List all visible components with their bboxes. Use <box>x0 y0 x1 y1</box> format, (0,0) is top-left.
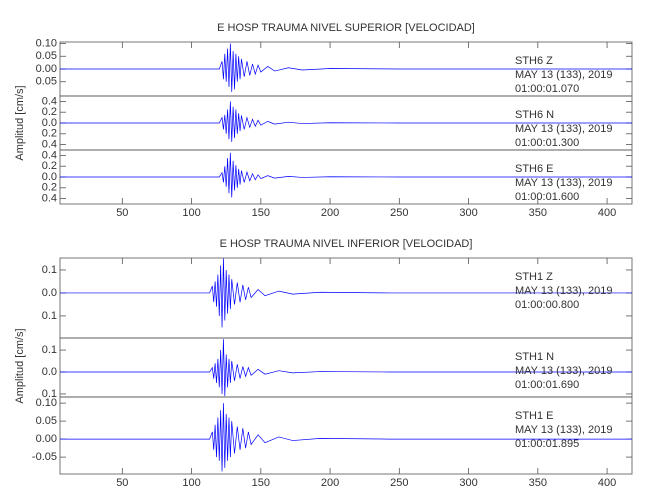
x-tick-label: 100 <box>182 477 200 489</box>
station-label: STH1 N <box>515 351 554 363</box>
waveform <box>60 403 632 472</box>
station-label: STH1 Z <box>515 271 553 283</box>
x-tick-label: 250 <box>390 477 408 489</box>
waveform <box>60 43 632 92</box>
y-tick-label: 0.4 <box>42 193 57 205</box>
y-tick-label: 0.4 <box>42 149 57 161</box>
y-axis-label: Amplitud [cm/s] <box>14 85 26 160</box>
x-tick-label: 150 <box>252 207 270 219</box>
x-tick-label: 400 <box>598 477 616 489</box>
y-tick-label: 0.2 <box>42 182 57 194</box>
y-tick-label: -0.05 <box>32 451 57 463</box>
x-tick-label: 50 <box>116 477 128 489</box>
x-tick-label: 50 <box>116 207 128 219</box>
y-tick-label: 0.1 <box>42 264 57 276</box>
y-tick-label: 0.10 <box>36 397 57 409</box>
y-tick-label: 0.2 <box>42 128 57 140</box>
station-label: STH6 N <box>515 109 554 121</box>
x-tick-label: 250 <box>390 207 408 219</box>
x-tick-label: 200 <box>321 207 339 219</box>
x-tick-label: 200 <box>321 477 339 489</box>
y-tick-label: 0.00 <box>36 433 57 445</box>
station-label: 01:00:01.690 <box>515 379 579 391</box>
station-label: MAY 13 (133), 2019 <box>515 123 612 135</box>
station-label: MAY 13 (133), 2019 <box>515 69 612 81</box>
station-label: 01:00:01.600 <box>515 191 579 203</box>
waveform <box>60 339 632 397</box>
y-tick-label: 0.2 <box>42 106 57 118</box>
y-tick-label: 0.2 <box>42 160 57 172</box>
y-tick-label: 0.0 <box>42 287 57 299</box>
station-label: 01:00:00.800 <box>515 299 579 311</box>
station-label: MAY 13 (133), 2019 <box>515 365 612 377</box>
chart-title: E HOSP TRAUMA NIVEL INFERIOR [VELOCIDAD] <box>220 238 473 250</box>
x-tick-label: 150 <box>252 477 270 489</box>
x-tick-label: 350 <box>529 207 547 219</box>
station-label: 01:00:01.300 <box>515 137 579 149</box>
y-tick-label: 0.05 <box>36 50 57 62</box>
x-tick-label: 100 <box>182 207 200 219</box>
panel-frame <box>59 396 633 475</box>
y-tick-label: 0.05 <box>36 415 57 427</box>
station-label: MAY 13 (133), 2019 <box>515 285 612 297</box>
station-label: 01:00:01.070 <box>515 83 579 95</box>
waveform <box>60 152 632 198</box>
x-tick-label: 350 <box>529 477 547 489</box>
waveform <box>60 101 632 142</box>
waveform <box>60 258 632 328</box>
y-tick-label: 0.00 <box>36 63 57 75</box>
y-axis-label: Amplitud [cm/s] <box>14 328 26 403</box>
y-tick-label: 0.1 <box>42 310 57 322</box>
station-label: STH1 E <box>515 410 554 422</box>
y-tick-label: 0.0 <box>42 117 57 129</box>
y-tick-label: 0.1 <box>42 344 57 356</box>
y-tick-label: 0.1 <box>42 388 57 400</box>
y-tick-label: 0.4 <box>42 95 57 107</box>
station-label: STH6 Z <box>515 55 553 67</box>
y-tick-label: 0.0 <box>42 171 57 183</box>
x-tick-label: 400 <box>598 207 616 219</box>
y-tick-label: 0.0 <box>42 366 57 378</box>
y-tick-label: 0.05 <box>36 76 57 88</box>
station-label: MAY 13 (133), 2019 <box>515 424 612 436</box>
station-label: MAY 13 (133), 2019 <box>515 177 612 189</box>
y-tick-label: 0.10 <box>36 37 57 49</box>
x-tick-label: 300 <box>459 477 477 489</box>
station-label: 01:00:01.895 <box>515 438 579 450</box>
chart-title: E HOSP TRAUMA NIVEL SUPERIOR [VELOCIDAD] <box>217 22 475 34</box>
station-label: STH6 E <box>515 163 554 175</box>
y-tick-label: 0.4 <box>42 139 57 151</box>
x-tick-label: 300 <box>459 207 477 219</box>
